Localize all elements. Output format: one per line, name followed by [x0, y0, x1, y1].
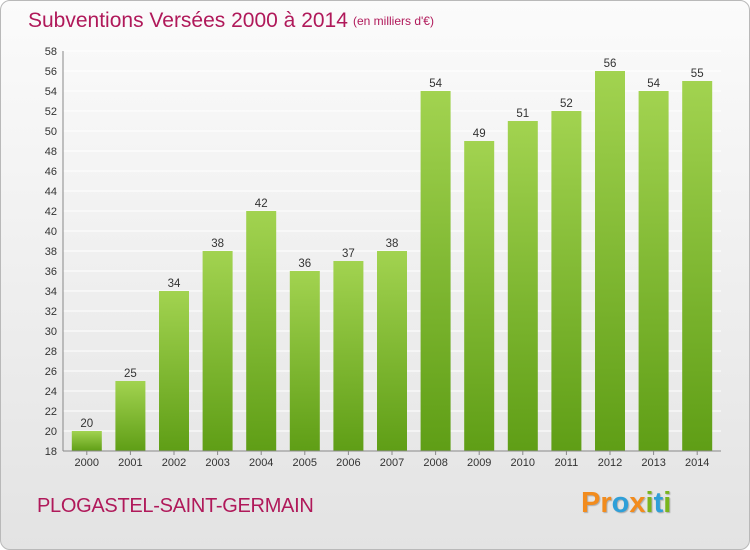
y-tick-label: 20 [45, 426, 57, 438]
y-tick-label: 52 [45, 106, 57, 118]
y-tick-label: 44 [45, 186, 57, 198]
x-tick-label-2000: 2000 [75, 457, 99, 469]
data-label-2001: 25 [124, 368, 137, 380]
x-tick-label-2013: 2013 [641, 457, 665, 469]
x-tick-label-2003: 2003 [205, 457, 229, 469]
chart-subtitle: (en milliers d'€) [353, 14, 434, 28]
y-tick-label: 34 [45, 286, 57, 298]
x-tick-label-2007: 2007 [380, 457, 404, 469]
x-tick-label-2005: 2005 [293, 457, 317, 469]
x-tick-label-2001: 2001 [118, 457, 142, 469]
y-tick-label: 28 [45, 346, 57, 358]
y-tick-label: 42 [45, 206, 57, 218]
bar-2014[interactable] [682, 81, 713, 451]
bar-2006[interactable] [333, 261, 364, 451]
logo-letter: i [663, 487, 672, 519]
proxiti-logo[interactable]: Proxiti [581, 487, 671, 520]
bar-2010[interactable] [507, 121, 538, 451]
data-label-2013: 54 [647, 78, 660, 90]
y-tick-label: 24 [45, 386, 57, 398]
y-tick-label: 22 [45, 406, 57, 418]
x-tick-label-2011: 2011 [555, 457, 579, 469]
bar-layer [71, 71, 713, 451]
y-tick-label: 56 [45, 66, 57, 78]
x-tick-label-2012: 2012 [598, 457, 622, 469]
commune-name: PLOGASTEL-SAINT-GERMAIN [37, 495, 314, 517]
y-tick-label: 36 [45, 266, 57, 278]
bar-2009[interactable] [464, 141, 495, 451]
y-tick-label: 48 [45, 146, 57, 158]
data-label-2004: 42 [255, 198, 268, 210]
x-tick-label-2014: 2014 [685, 457, 709, 469]
logo-letter: t [653, 487, 664, 519]
x-tick-label-2006: 2006 [336, 457, 360, 469]
data-label-2009: 49 [473, 128, 486, 140]
bar-2012[interactable] [595, 71, 625, 451]
data-label-2014: 55 [691, 68, 704, 80]
y-tick-label: 30 [45, 326, 57, 338]
data-label-2000: 20 [80, 418, 93, 430]
logo-letter: x [629, 487, 646, 519]
bar-2002[interactable] [159, 291, 189, 451]
bar-2005[interactable] [289, 271, 320, 451]
data-label-2002: 34 [168, 278, 181, 290]
data-label-2005: 36 [298, 258, 311, 270]
bar-2001[interactable] [115, 381, 146, 451]
bar-2003[interactable] [202, 251, 233, 451]
logo-letter: r [600, 487, 612, 519]
y-tick-label: 40 [45, 226, 57, 238]
y-tick-label: 46 [45, 166, 57, 178]
x-tick-label-2010: 2010 [511, 457, 535, 469]
x-tick-label-2004: 2004 [249, 457, 273, 469]
bar-2008[interactable] [420, 91, 451, 451]
axis-layer: 18 20 22 24 26 28 30 32 34 36 38 40 42 44 46 48 50 52 54 56… [45, 46, 721, 469]
logo-letter: P [581, 487, 601, 519]
bar-2013[interactable] [638, 91, 669, 451]
y-tick-label: 38 [45, 246, 57, 258]
logo-letter: i [645, 487, 654, 519]
y-tick-label: 50 [45, 126, 57, 138]
x-tick-label-2002: 2002 [162, 457, 186, 469]
y-tick-label: 26 [45, 366, 57, 378]
logo-letter: o [611, 487, 630, 519]
data-label-2012: 56 [604, 58, 617, 70]
data-label-2008: 54 [429, 78, 442, 90]
y-tick-label: 58 [45, 46, 57, 58]
data-label-2011: 52 [560, 98, 573, 110]
bar-2000[interactable] [71, 431, 102, 451]
data-label-2006: 37 [342, 248, 355, 260]
data-label-2003: 38 [211, 238, 224, 250]
y-tick-label: 32 [45, 306, 57, 318]
data-label-2010: 51 [516, 108, 529, 120]
y-tick-label: 18 [45, 446, 57, 458]
bar-2007[interactable] [377, 251, 407, 451]
x-tick-label-2009: 2009 [467, 457, 491, 469]
y-tick-label: 54 [45, 86, 57, 98]
x-tick-label-2008: 2008 [423, 457, 447, 469]
chart-title: Subventions Versées 2000 à 2014 [28, 9, 348, 32]
data-label-2007: 38 [386, 238, 399, 250]
bar-2004[interactable] [246, 211, 277, 451]
bar-2011[interactable] [551, 111, 582, 451]
